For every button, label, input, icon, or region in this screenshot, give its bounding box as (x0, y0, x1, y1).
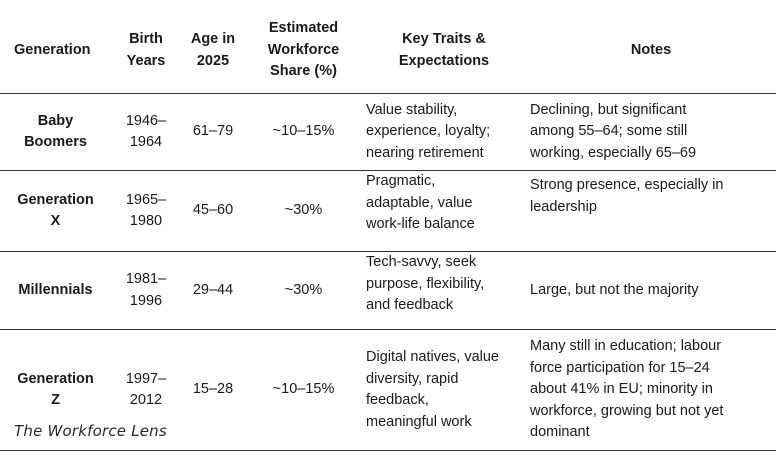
header-age-line: Age in (190, 31, 236, 47)
traits-cell: Value stability, experience, loyalty; ne… (362, 93, 526, 171)
notes-cell: Large, but not the majority (526, 251, 776, 330)
generation-cell: Baby Boomers (0, 93, 111, 171)
traits-line: feedback, (366, 392, 429, 408)
share-cell: ~30% (245, 251, 362, 330)
traits-line: purpose, flexibility, (366, 275, 485, 292)
birth-years-line: 1980 (129, 213, 163, 229)
generation-cell: Generation X (0, 170, 111, 252)
notes-line: about 41% in EU; minority in (530, 381, 713, 398)
generation-name-line: Generation (17, 191, 94, 208)
generation-cell: Millennials (0, 251, 111, 330)
birth-years-line: 1946– (125, 112, 167, 129)
table-row: Generation X 1965– 1980 45–60 ~30% Pragm… (0, 170, 776, 252)
share-cell: ~30% (245, 170, 362, 252)
birth-years-line: 1981– (125, 271, 167, 287)
header-share-line: Estimated (268, 20, 339, 37)
header-age: Age in 2025 (181, 8, 245, 94)
traits-line: Pragmatic, (366, 173, 436, 189)
notes-line: Large, but not the majority (530, 281, 699, 298)
table-row: Baby Boomers 1946– 1964 61–79 ~10–15% Va… (0, 93, 776, 171)
notes-line: workforce, growing but not yet (530, 402, 724, 419)
header-traits: Key Traits & Expectations (362, 8, 526, 94)
generations-table: Generation Birth Years Age in 2025 Estim… (0, 8, 776, 451)
notes-line: Declining, but significant (530, 101, 687, 118)
birth-years-line: 1997– (125, 370, 167, 387)
header-notes-text: Notes (630, 41, 672, 58)
table-row: Millennials 1981– 1996 29–44 ~30% Tech-s… (0, 251, 776, 330)
header-age-line: 2025 (196, 52, 230, 69)
header-share-line: Share (%) (270, 63, 337, 80)
header-traits-line: Expectations (398, 52, 490, 69)
header-birth-years-line: Years (126, 52, 166, 69)
birth-years-cell: 1965– 1980 (111, 170, 181, 252)
birth-years-cell: 1997– 2012 (111, 329, 181, 451)
age-cell: 15–28 (181, 329, 245, 451)
notes-cell: Many still in education; labour force pa… (526, 329, 776, 451)
share-cell: ~10–15% (245, 329, 362, 451)
header-birth-years: Birth Years (111, 8, 181, 94)
notes-cell: Declining, but significant among 55–64; … (526, 93, 776, 171)
traits-cell: Tech-savvy, seek purpose, flexibility, a… (362, 251, 526, 330)
header-traits-line: Key Traits & (402, 31, 486, 47)
table-row: Generation Z 1997– 2012 15–28 ~10–15% Di… (0, 329, 776, 451)
notes-line: Many still in education; labour (530, 338, 722, 355)
notes-line: force participation for 15–24 (530, 359, 710, 376)
traits-line: nearing retirement (366, 144, 484, 161)
generation-name-line: X (50, 213, 61, 229)
header-generation: Generation (0, 8, 111, 94)
notes-cell: Strong presence, especially in leadershi… (526, 170, 776, 252)
traits-line: diversity, rapid (366, 370, 459, 387)
traits-line: meaningful work (366, 413, 472, 430)
generation-name-line: Boomers (24, 134, 87, 150)
traits-line: and feedback (366, 297, 454, 313)
generation-name-line: Millennials (18, 281, 93, 298)
birth-years-line: 1996 (129, 292, 163, 309)
notes-line: dominant (530, 424, 590, 441)
age-cell: 45–60 (181, 170, 245, 252)
header-share-line: Workforce (267, 41, 340, 58)
age-cell: 61–79 (181, 93, 245, 171)
birth-years-cell: 1981– 1996 (111, 251, 181, 330)
traits-cell: Pragmatic, adaptable, value work-life ba… (362, 170, 526, 252)
notes-line: Strong presence, especially in (530, 177, 724, 193)
birth-years-line: 1965– (125, 191, 167, 208)
header-generation-text: Generation (14, 41, 91, 58)
age-cell: 29–44 (181, 251, 245, 330)
header-row: Generation Birth Years Age in 2025 Estim… (0, 8, 776, 94)
header-birth-years-line: Birth (129, 31, 163, 47)
generation-name-line: Generation (17, 370, 94, 387)
traits-line: adaptable, value (366, 194, 473, 211)
header-notes: Notes (526, 8, 776, 94)
notes-line: among 55–64; some still (530, 123, 688, 140)
generation-cell: Generation Z (0, 329, 111, 451)
brand-watermark: The Workforce Lens (14, 422, 167, 440)
birth-years-line: 2012 (129, 392, 163, 408)
traits-line: experience, loyalty; (366, 123, 491, 140)
birth-years-cell: 1946– 1964 (111, 93, 181, 171)
traits-line: Digital natives, value (366, 349, 499, 365)
header-share: Estimated Workforce Share (%) (245, 8, 362, 94)
traits-line: work-life balance (366, 216, 475, 232)
traits-line: Tech-savvy, seek (366, 254, 477, 270)
traits-cell: Digital natives, value diversity, rapid … (362, 329, 526, 451)
notes-line: working, especially 65–69 (530, 144, 697, 161)
generation-name-line: Z (51, 392, 60, 408)
share-cell: ~10–15% (245, 93, 362, 171)
traits-line: Value stability, (366, 101, 458, 118)
generation-name-line: Baby (37, 112, 74, 129)
birth-years-line: 1964 (129, 134, 163, 150)
notes-line: leadership (530, 198, 597, 215)
